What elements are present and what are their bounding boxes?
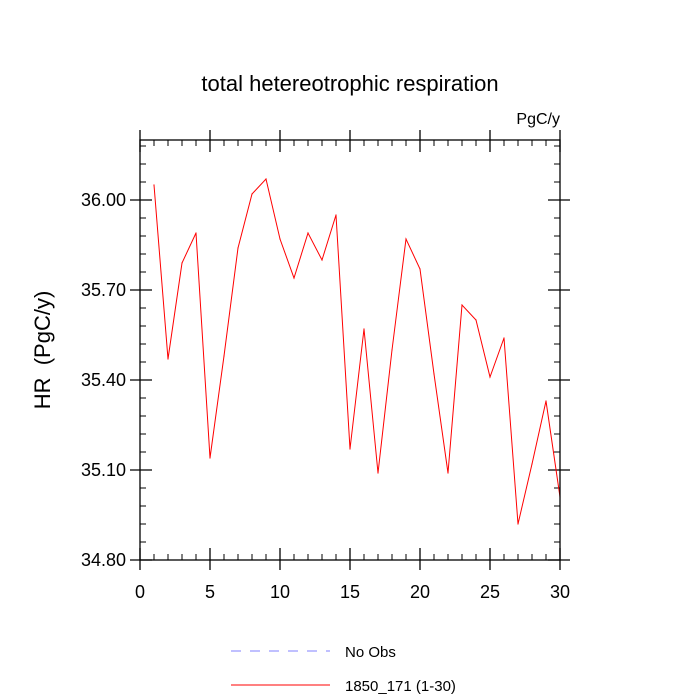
data-point	[531, 463, 533, 465]
data-point	[307, 232, 309, 234]
data-point	[419, 268, 421, 270]
y-tick-label: 36.00	[81, 190, 126, 210]
x-tick-label: 25	[480, 582, 500, 602]
data-point	[223, 355, 225, 357]
y-tick-label: 35.10	[81, 460, 126, 480]
series-layer	[153, 177, 561, 525]
data-point	[167, 358, 169, 360]
data-point	[405, 238, 407, 240]
data-point	[363, 328, 365, 330]
data-point	[335, 214, 337, 216]
axis-tick-labels: 0 5 10 15 20 25 30 34.80 35.10 35.40 35.70 36.00	[81, 190, 570, 602]
data-point	[181, 262, 183, 264]
legend: No Obs 1850_171 (1-30)	[231, 644, 456, 695]
y-axis-label: HR (PgC/y)	[30, 291, 55, 410]
data-point	[195, 232, 197, 234]
data-point	[517, 523, 519, 525]
data-point	[489, 376, 491, 378]
y-tick-label: 35.70	[81, 280, 126, 300]
data-point	[293, 277, 295, 279]
x-tick-label: 0	[135, 582, 145, 602]
axis-ticks	[130, 130, 570, 570]
y-tick-label: 35.40	[81, 370, 126, 390]
data-point	[503, 337, 505, 339]
units-label: PgC/y	[516, 111, 560, 128]
data-point	[265, 178, 267, 180]
data-point	[461, 304, 463, 306]
x-tick-label: 20	[410, 582, 430, 602]
data-point	[279, 238, 281, 240]
data-point	[391, 349, 393, 351]
x-tick-label: 30	[550, 582, 570, 602]
data-point	[153, 184, 155, 186]
data-point	[349, 448, 351, 450]
data-point	[251, 193, 253, 195]
data-point	[447, 472, 449, 474]
data-point	[209, 457, 211, 459]
data-point	[545, 400, 547, 402]
x-tick-label: 5	[205, 582, 215, 602]
legend-label-no-obs: No Obs	[345, 644, 396, 661]
plot-frame	[139, 139, 561, 561]
data-point	[377, 472, 379, 474]
data-point	[321, 259, 323, 261]
data-point	[433, 373, 435, 375]
y-tick-label: 34.80	[81, 550, 126, 570]
x-tick-label: 10	[270, 582, 290, 602]
series-line-1	[153, 177, 561, 525]
chart-title: total hetereotrophic respiration	[201, 71, 498, 96]
data-point	[475, 319, 477, 321]
data-point	[237, 247, 239, 249]
x-tick-label: 15	[340, 582, 360, 602]
legend-label-1850-171: 1850_171 (1-30)	[345, 678, 456, 695]
